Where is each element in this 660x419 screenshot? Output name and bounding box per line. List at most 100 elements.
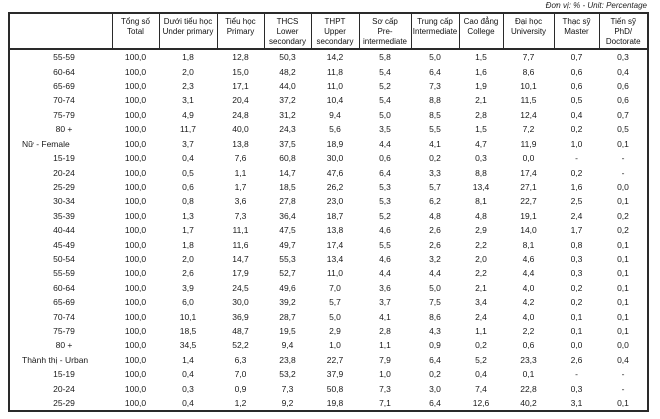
cell-value: 100,0 (124, 52, 147, 63)
table-row: 65-69 100,0 2,3 17,1 44,0 11,0 5,2 7,3 1,9 10,1 0,… (9, 79, 648, 93)
column-header: Dưới tiểu học Under primary (158, 12, 218, 51)
cell-value: 4,1 (429, 138, 441, 149)
column-header: THPT Upper secondary (310, 12, 360, 51)
cell-value: 8,6 (429, 311, 441, 322)
cell-value: 2,1 (475, 282, 487, 293)
cell-value: 2,6 (570, 354, 583, 365)
cell-value: 0,2 (475, 340, 487, 351)
cell-value: 1,5 (475, 52, 487, 63)
cell-value: 100,0 (124, 124, 147, 135)
cell-value: 28,7 (279, 311, 296, 322)
age-row-label: 45-49 (53, 239, 75, 250)
column-label-en: Upper secondary (316, 26, 354, 46)
age-row-label: 65-69 (53, 81, 75, 92)
cell-value: 4,4 (379, 268, 391, 279)
age-row-label: 25-29 (53, 398, 75, 408)
table-row: 25-29 100,0 0,4 1,2 9,2 19,8 7,1 6,4 12,6 40,2 3,1… (9, 396, 648, 411)
cell-value: 24,8 (232, 109, 249, 120)
cell-value: 0,3 (617, 52, 629, 63)
age-row-label: 20-24 (53, 167, 75, 178)
cell-value: 0,1 (617, 239, 629, 250)
cell-value: 4,4 (522, 268, 535, 279)
cell-value: 5,5 (379, 239, 391, 250)
cell-value: 50,3 (279, 52, 296, 63)
cell-value: 100,0 (124, 398, 147, 408)
cell-value: 11,6 (232, 239, 249, 250)
age-row-label: 20-24 (53, 383, 75, 394)
cell-value: 14,7 (279, 167, 296, 178)
cell-value: 0,4 (617, 354, 629, 365)
cell-value: 0,6 (182, 181, 194, 192)
column-label-vi: THCS (276, 17, 299, 26)
cell-value: 5,7 (429, 181, 441, 192)
column-label-vi: Trung cấp (417, 17, 453, 26)
cell-value: 24,5 (232, 282, 249, 293)
cell-value: 0,3 (570, 268, 583, 279)
table-row: 25-29 100,0 0,6 1,7 18,5 26,2 5,3 5,7 13,4 27,1 1,… (9, 180, 648, 194)
cell-value: 0,8 (570, 239, 583, 250)
column-header: THCS Lower secondary (263, 12, 312, 51)
cell-value: 0,1 (617, 311, 629, 322)
cell-value: 19,8 (326, 398, 344, 408)
cell-value: 4,0 (522, 282, 535, 293)
cell-value: 4,8 (475, 210, 487, 221)
cell-value: - (621, 167, 625, 178)
cell-value: 1,8 (182, 52, 194, 63)
cell-value: 5,2 (379, 210, 391, 221)
table-row: 15-19 100,0 0,4 7,0 53,2 37,9 1,0 0,2 0,4 0,1 - - (9, 367, 648, 381)
cell-value: 9,4 (329, 109, 341, 120)
cell-value: 100,0 (124, 196, 147, 207)
cell-value: 2,3 (182, 81, 194, 92)
cell-value: 100,0 (124, 81, 147, 92)
cell-value: 7,3 (281, 383, 294, 394)
cell-value: 4,9 (182, 109, 194, 120)
cell-value: 0,4 (475, 369, 487, 380)
column-label-en: University (510, 26, 547, 36)
cell-value: 5,2 (379, 81, 391, 92)
cell-value: 0,1 (617, 282, 629, 293)
cell-value: 5,3 (379, 181, 391, 192)
cell-value: 6,4 (429, 354, 441, 365)
cell-value: 5,2 (475, 354, 487, 365)
column-label-vi: Tiểu học (225, 17, 256, 26)
cell-value: 40,2 (520, 398, 537, 408)
cell-value: 17,4 (326, 239, 344, 250)
cell-value: 0,6 (617, 95, 629, 106)
column-header: Tiểu học Primary (216, 12, 265, 51)
cell-value: 22,8 (520, 383, 537, 394)
cell-value: 0,7 (617, 109, 629, 120)
cell-value: 4,2 (522, 297, 535, 308)
cell-value: 1,1 (234, 167, 247, 178)
cell-value: 19,5 (279, 325, 296, 336)
cell-value: 11,0 (327, 81, 343, 92)
cell-value: 22,7 (326, 354, 344, 365)
cell-value: 18,9 (326, 138, 344, 149)
column-label-en: Under primary (162, 26, 214, 36)
cell-value: 7,3 (379, 383, 391, 394)
cell-value: 23,3 (520, 354, 537, 365)
cell-value: 17,1 (232, 81, 249, 92)
group-row-label: Nữ - Female (22, 138, 70, 149)
cell-value: 0,6 (570, 81, 583, 92)
cell-value: 3,9 (182, 282, 194, 293)
cell-value: 2,1 (475, 95, 487, 106)
cell-value: 2,8 (475, 109, 487, 120)
cell-value: 23,0 (326, 196, 344, 207)
cell-value: 30,0 (232, 297, 249, 308)
cell-value: 7,1 (379, 398, 391, 408)
cell-value: 0,1 (617, 297, 629, 308)
table-row: 80 + 100,0 11,7 40,0 24,3 5,6 3,5 5,5 1,5 7,2 0,2 0… (9, 122, 648, 136)
cell-value: 11,5 (520, 95, 537, 106)
cell-value: 0,9 (429, 340, 441, 351)
cell-value: 100,0 (124, 383, 147, 394)
cell-value: 2,4 (570, 210, 583, 221)
cell-value: 100,0 (124, 325, 147, 336)
cell-value: 1,4 (182, 354, 194, 365)
column-header: Tổng số Total (111, 12, 160, 51)
cell-value: 10,1 (179, 311, 197, 322)
cell-value: 2,9 (329, 325, 341, 336)
cell-value: 2,5 (570, 196, 583, 207)
cell-value: 5,4 (379, 95, 391, 106)
column-label-vi: Cao đẳng (463, 17, 499, 26)
